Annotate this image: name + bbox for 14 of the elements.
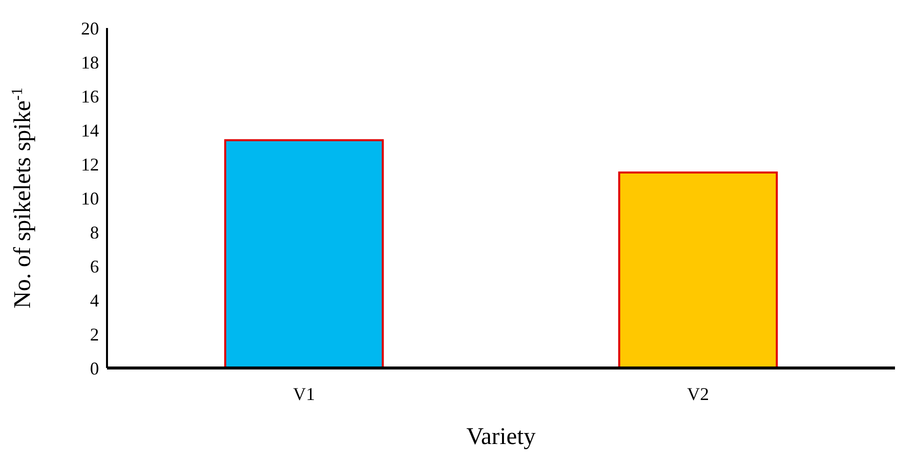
y-tick-label: 14 — [81, 120, 99, 140]
x-axis-title: Variety — [466, 424, 536, 450]
y-tick-label: 18 — [81, 52, 99, 72]
y-tick-label: 8 — [90, 222, 99, 242]
y-tick-label: 0 — [90, 358, 99, 378]
y-tick-label: 16 — [81, 86, 99, 106]
y-tick-label: 10 — [81, 188, 99, 208]
x-tick-label: V1 — [293, 384, 315, 404]
y-tick-label: 6 — [90, 256, 99, 276]
x-tick-label: V2 — [687, 384, 709, 404]
y-tick-label: 2 — [90, 324, 99, 344]
y-tick-label: 4 — [90, 290, 99, 310]
y-tick-label: 20 — [81, 18, 99, 38]
y-tick-label: 12 — [81, 154, 99, 174]
